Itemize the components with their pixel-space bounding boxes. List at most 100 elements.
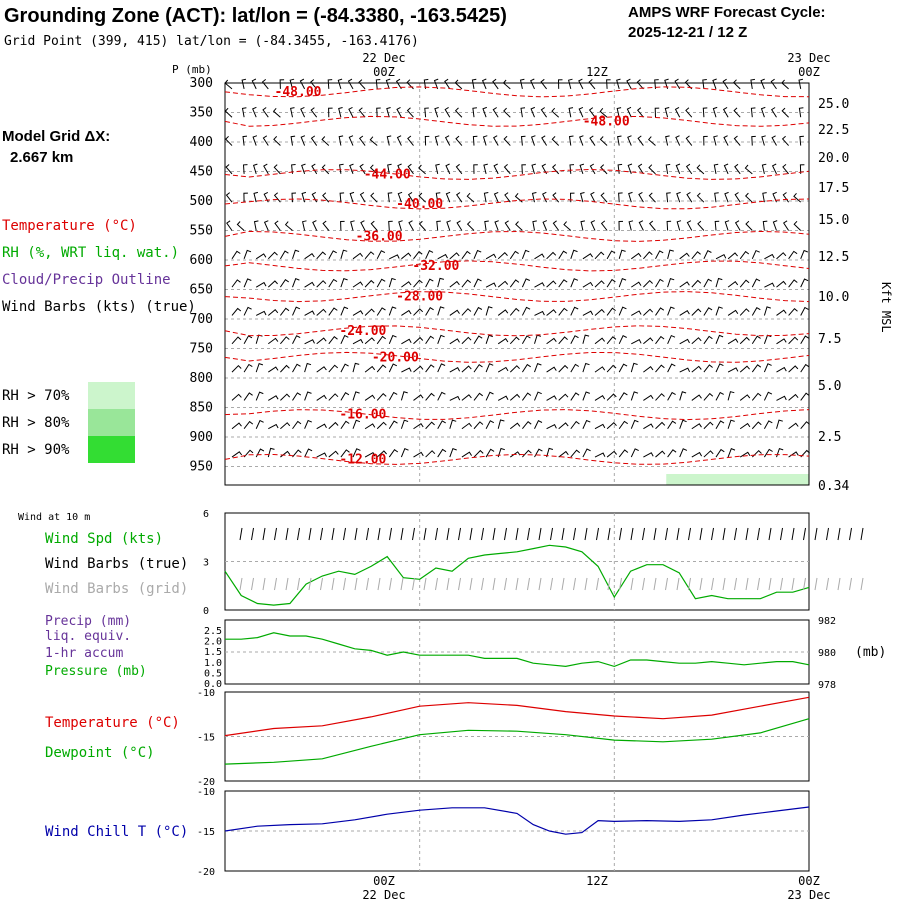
isotherm-label: -28.00 bbox=[396, 290, 443, 305]
wind-barb bbox=[268, 337, 279, 345]
surface-wind-barb bbox=[814, 527, 818, 541]
wind-barb bbox=[558, 393, 569, 401]
surface-grid-barb bbox=[446, 577, 450, 591]
wind-barb bbox=[763, 448, 773, 458]
surface-wind-barb bbox=[274, 527, 277, 541]
wind-barb bbox=[449, 447, 457, 458]
rh90-swatch bbox=[88, 436, 135, 463]
wind-barb bbox=[267, 251, 278, 260]
wind-barb bbox=[413, 451, 424, 458]
pressure-tick-label: 700 bbox=[190, 312, 213, 327]
surface-wind-barb bbox=[561, 527, 565, 541]
wind-barb bbox=[599, 136, 608, 146]
wind-barb bbox=[497, 395, 509, 401]
wind-barb bbox=[340, 392, 350, 401]
surface-grid-barb bbox=[757, 577, 760, 591]
wind-barb bbox=[648, 164, 656, 175]
wind-barb bbox=[510, 451, 521, 458]
wind-barb bbox=[715, 363, 724, 373]
pressure-tick-label: 980 bbox=[818, 648, 836, 659]
wind-barb bbox=[739, 336, 750, 345]
wind-barb bbox=[437, 391, 446, 401]
wind-barb bbox=[679, 281, 690, 288]
wind-barb bbox=[388, 420, 398, 430]
surface-grid-barb bbox=[768, 577, 772, 591]
wind-barb bbox=[546, 309, 557, 316]
wind-barb bbox=[627, 135, 632, 146]
wind-barb bbox=[424, 107, 429, 118]
wind-barb bbox=[328, 335, 338, 345]
wind-barb bbox=[551, 107, 560, 118]
wind-barb bbox=[679, 448, 688, 458]
wind-barb bbox=[321, 136, 330, 146]
wind-barb bbox=[521, 278, 530, 288]
wind-barb bbox=[328, 364, 339, 373]
wind-barb bbox=[481, 78, 487, 90]
wind-barb bbox=[312, 220, 318, 231]
wind-barb bbox=[788, 307, 798, 316]
wind-barb bbox=[437, 306, 445, 316]
wind-barb bbox=[764, 253, 775, 260]
wind-barb bbox=[751, 364, 762, 373]
wind-barb bbox=[267, 447, 275, 458]
wind-barb bbox=[551, 136, 560, 146]
wind-barb bbox=[251, 78, 257, 90]
surface-grid-barb bbox=[711, 577, 714, 591]
wind-barb bbox=[471, 78, 477, 89]
wind-barb bbox=[375, 79, 381, 89]
wind-barb bbox=[522, 449, 532, 458]
wind-barb bbox=[534, 334, 542, 344]
wind-barb bbox=[665, 163, 671, 174]
wind-barb bbox=[648, 192, 656, 203]
wind-barb bbox=[618, 306, 627, 316]
wind-barb bbox=[376, 450, 387, 458]
wind-barb bbox=[407, 135, 414, 146]
wind-barb bbox=[304, 339, 315, 345]
wind-barb bbox=[691, 279, 702, 288]
wind-barb bbox=[509, 279, 520, 288]
wind-barb bbox=[643, 251, 653, 260]
wind-barb bbox=[316, 366, 327, 373]
wind-barb bbox=[727, 391, 735, 401]
surface-wind-barb bbox=[688, 527, 691, 541]
wind-barb bbox=[798, 107, 804, 118]
wind-barb bbox=[434, 107, 439, 118]
wind-barb bbox=[388, 391, 398, 401]
top-hour-label-3: 00Z bbox=[798, 65, 820, 79]
wind-barb bbox=[770, 78, 777, 90]
wind-barb bbox=[674, 106, 681, 118]
wind-barb bbox=[284, 221, 293, 231]
wind-barb bbox=[763, 391, 773, 401]
wind-barb bbox=[546, 251, 557, 260]
wind-barb bbox=[509, 365, 520, 373]
wind-barb bbox=[582, 253, 594, 260]
surface-wind-barb bbox=[435, 527, 438, 541]
pressure-tick-label: 982 bbox=[818, 616, 836, 627]
wind-barb bbox=[340, 420, 350, 430]
wind-barb bbox=[255, 281, 267, 288]
wind-barb bbox=[243, 335, 253, 345]
wind-barb bbox=[781, 135, 789, 146]
wind-barb bbox=[588, 79, 596, 90]
wind-barb bbox=[702, 107, 708, 118]
wind-barb bbox=[449, 367, 461, 373]
wind-barb bbox=[570, 278, 579, 288]
wind-barb bbox=[425, 278, 434, 288]
wind-barb bbox=[534, 282, 545, 288]
wind-barb bbox=[750, 107, 756, 118]
isotherm-line bbox=[224, 230, 810, 242]
wind-barb bbox=[563, 221, 572, 231]
surface-grid-barb bbox=[366, 577, 369, 591]
wind-barb bbox=[771, 163, 777, 175]
wind-barb bbox=[696, 164, 705, 175]
surface-grid-barb bbox=[573, 577, 576, 591]
wind-barb bbox=[643, 337, 654, 345]
wind-barb bbox=[667, 277, 675, 288]
surface-grid-barb bbox=[653, 577, 657, 591]
wind-barb bbox=[616, 107, 622, 118]
wind-barb bbox=[582, 419, 591, 429]
wind-barb bbox=[302, 220, 307, 231]
surface-wind-barb bbox=[400, 527, 404, 541]
wind-barb bbox=[473, 364, 483, 373]
wind-barb bbox=[243, 392, 253, 401]
